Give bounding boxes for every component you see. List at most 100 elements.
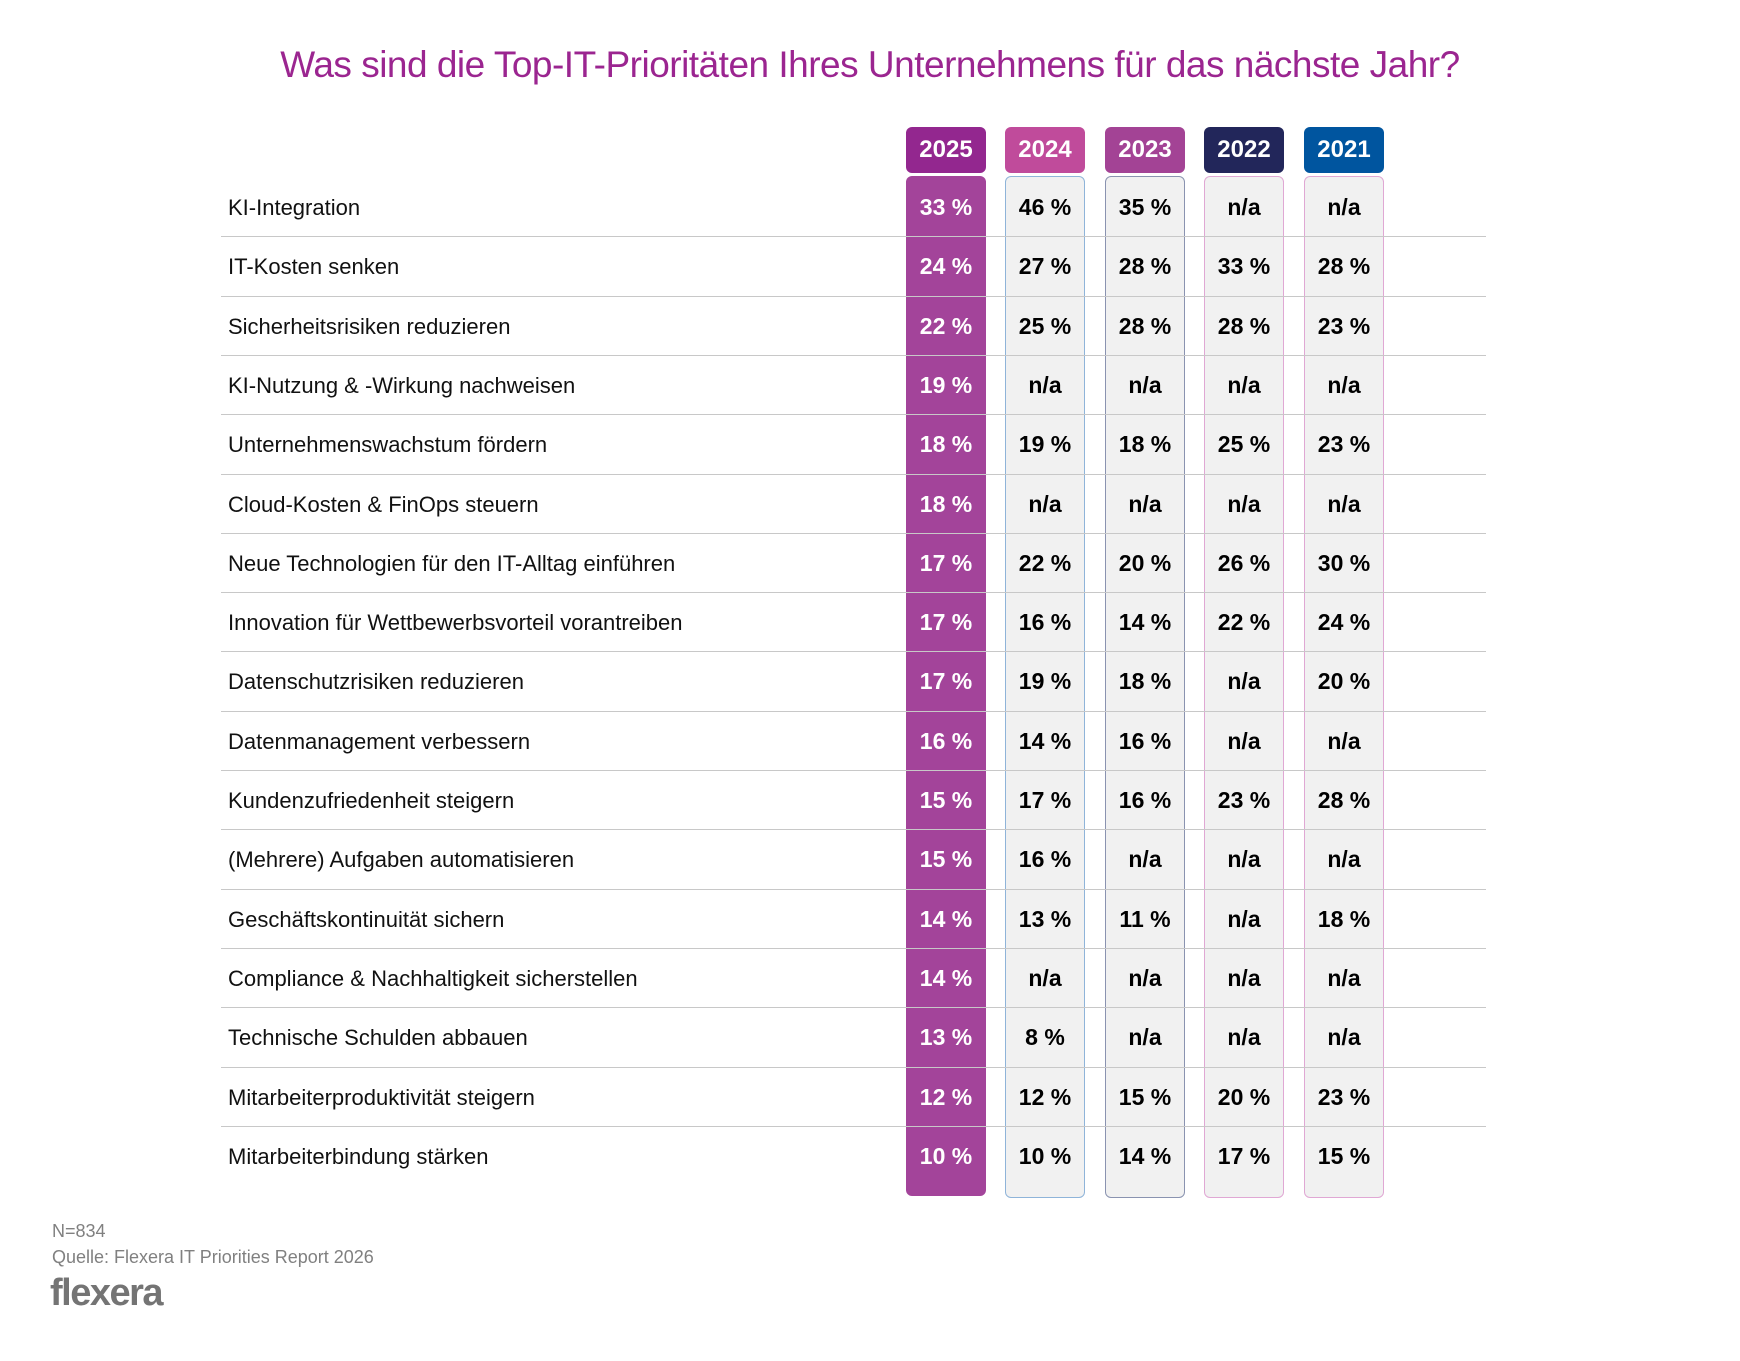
value-cell-2022: n/a xyxy=(1227,371,1261,398)
value-cell-2021: 28 % xyxy=(1317,253,1371,280)
row-divider xyxy=(221,947,1486,949)
value-cell-2025: 17 % xyxy=(919,549,973,576)
value-cell-2021: n/a xyxy=(1327,371,1361,398)
value-cell-2023: 18 % xyxy=(1118,668,1172,695)
column-box-2023 xyxy=(1105,176,1185,1198)
value-cell-2024: 16 % xyxy=(1018,609,1072,636)
value-cell-2023: 20 % xyxy=(1118,549,1172,576)
value-cell-2025: 12 % xyxy=(919,1083,973,1110)
value-cell-2024: 19 % xyxy=(1018,668,1072,695)
chart-title: Was sind die Top-IT-Prioritäten Ihres Un… xyxy=(280,44,1460,85)
value-cell-2025: 33 % xyxy=(919,194,973,220)
value-cell-2023: 14 % xyxy=(1118,1142,1172,1169)
value-cell-2023: n/a xyxy=(1128,964,1162,991)
value-cell-2025: 24 % xyxy=(919,253,973,280)
flexera-logo: flexera xyxy=(50,1272,164,1314)
row-divider xyxy=(221,295,1486,297)
row-label: Innovation für Wettbewerbsvorteil vorant… xyxy=(228,610,683,636)
value-cell-2025: 22 % xyxy=(919,312,973,339)
value-cell-2022: n/a xyxy=(1227,964,1261,991)
column-header-2022: 2022 xyxy=(1204,127,1284,173)
value-cell-2023: 15 % xyxy=(1118,1083,1172,1110)
value-cell-2021: 23 % xyxy=(1317,431,1371,458)
value-cell-2021: 23 % xyxy=(1317,1083,1371,1110)
row-label: Datenmanagement verbessern xyxy=(228,728,531,754)
value-cell-2025: 18 % xyxy=(919,490,973,517)
value-cell-2024: n/a xyxy=(1028,964,1062,991)
value-cell-2022: 22 % xyxy=(1217,609,1271,636)
value-cell-2024: 10 % xyxy=(1018,1142,1072,1169)
value-cell-2022: 23 % xyxy=(1217,787,1271,813)
value-cell-2022: 26 % xyxy=(1217,549,1271,576)
column-box-2021 xyxy=(1304,176,1384,1198)
row-label: Sicherheitsrisiken reduzieren xyxy=(228,313,511,339)
value-cell-2025: 13 % xyxy=(919,1024,973,1051)
value-cell-2024: n/a xyxy=(1028,371,1062,398)
row-label: Neue Technologien für den IT-Alltag einf… xyxy=(228,550,676,576)
value-cell-2022: 20 % xyxy=(1217,1083,1271,1110)
value-cell-2025: 18 % xyxy=(919,431,973,458)
row-divider xyxy=(221,592,1486,594)
value-cell-2023: 18 % xyxy=(1118,431,1172,458)
sample-size: N=834 xyxy=(52,1221,106,1241)
row-label: IT-Kosten senken xyxy=(228,254,400,280)
column-box-2025 xyxy=(906,176,986,1196)
value-cell-2021: n/a xyxy=(1327,846,1361,873)
value-cell-2024: n/a xyxy=(1028,490,1062,517)
value-cell-2022: 25 % xyxy=(1217,431,1271,458)
row-divider xyxy=(221,236,1486,238)
value-cell-2025: 14 % xyxy=(919,905,973,932)
value-cell-2023: 16 % xyxy=(1118,727,1172,754)
value-cell-2023: 11 % xyxy=(1119,905,1171,932)
row-label: Technische Schulden abbauen xyxy=(228,1025,528,1051)
value-cell-2021: n/a xyxy=(1327,1024,1361,1051)
value-cell-2021: 20 % xyxy=(1317,668,1371,695)
value-cell-2022: n/a xyxy=(1227,490,1261,517)
row-label: Compliance & Nachhaltigkeit sicherstelle… xyxy=(228,965,638,991)
value-cell-2021: n/a xyxy=(1327,194,1361,220)
column-header-2025: 2025 xyxy=(906,127,986,173)
row-label: KI-Nutzung & -Wirkung nachweisen xyxy=(228,372,576,398)
value-cell-2022: n/a xyxy=(1227,668,1261,695)
value-cell-2023: 28 % xyxy=(1118,312,1172,339)
value-cell-2024: 12 % xyxy=(1018,1083,1072,1110)
value-cell-2023: n/a xyxy=(1128,1024,1162,1051)
value-cell-2022: n/a xyxy=(1227,905,1261,932)
value-cell-2022: n/a xyxy=(1227,727,1261,754)
column-header-2023: 2023 xyxy=(1105,127,1185,173)
value-cell-2025: 17 % xyxy=(919,668,973,695)
row-label: Datenschutzrisiken reduzieren xyxy=(228,669,524,695)
value-cell-2022: n/a xyxy=(1227,846,1261,873)
value-cell-2021: 28 % xyxy=(1317,787,1371,813)
row-label: Mitarbeiterbindung stärken xyxy=(228,1143,489,1169)
column-header-2021: 2021 xyxy=(1304,127,1384,173)
value-cell-2021: n/a xyxy=(1327,964,1361,991)
row-divider xyxy=(221,473,1486,475)
value-cell-2024: 8 % xyxy=(1025,1024,1065,1051)
value-cell-2025: 19 % xyxy=(919,371,973,398)
value-cell-2023: 16 % xyxy=(1118,787,1172,813)
value-cell-2025: 15 % xyxy=(919,846,973,873)
value-cell-2025: 10 % xyxy=(919,1142,973,1169)
value-cell-2023: 35 % xyxy=(1118,194,1172,220)
value-cell-2024: 27 % xyxy=(1018,253,1072,280)
row-divider xyxy=(221,829,1486,831)
source-note: Quelle: Flexera IT Priorities Report 202… xyxy=(52,1247,374,1267)
value-cell-2021: 15 % xyxy=(1317,1142,1371,1169)
value-cell-2021: 23 % xyxy=(1317,312,1371,339)
value-cell-2025: 16 % xyxy=(919,727,973,754)
value-cell-2021: 30 % xyxy=(1317,549,1371,576)
row-label: Mitarbeiterproduktivität steigern xyxy=(228,1084,535,1110)
value-cell-2021: 24 % xyxy=(1317,609,1371,636)
row-divider xyxy=(221,354,1486,356)
value-cell-2025: 14 % xyxy=(919,964,973,991)
value-cell-2024: 25 % xyxy=(1018,312,1072,339)
row-divider xyxy=(221,414,1486,416)
row-divider xyxy=(221,770,1486,771)
value-cell-2024: 17 % xyxy=(1018,787,1072,813)
value-cell-2023: n/a xyxy=(1128,371,1162,398)
value-cell-2023: 14 % xyxy=(1118,609,1172,636)
value-cell-2021: 18 % xyxy=(1317,905,1371,932)
row-divider xyxy=(221,1066,1486,1068)
